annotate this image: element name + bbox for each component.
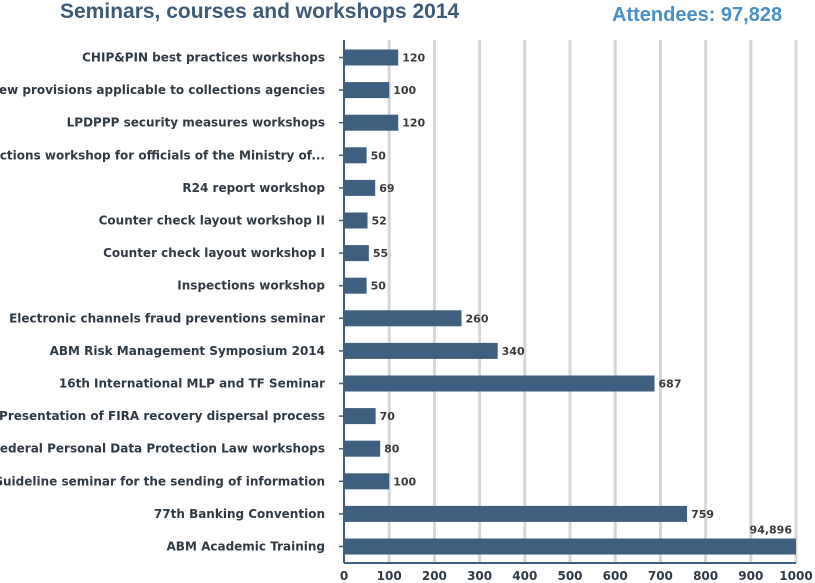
data-label: 759 (691, 508, 714, 521)
bar (344, 114, 399, 131)
bar (344, 408, 376, 425)
category-label: New provisions applicable to collections… (0, 83, 325, 97)
category-label: 16th International MLP and TF Seminar (59, 377, 325, 391)
category-label: CHIP&PIN best practices workshops (82, 51, 325, 65)
chart-title: Seminars, courses and workshops 2014 (60, 0, 460, 23)
bar (344, 505, 688, 522)
category-label: LPDPPP security measures workshops (67, 116, 325, 130)
data-label: 69 (379, 182, 394, 195)
category-label: Counter check layout workshop II (99, 214, 325, 228)
data-label: 50 (371, 149, 387, 162)
x-tick-label: 0 (340, 569, 348, 583)
grid-lines (387, 40, 798, 563)
bar (344, 473, 390, 490)
x-tick-label: 100 (377, 569, 402, 583)
x-tick-label: 800 (693, 569, 718, 583)
data-label: 94,896 (750, 524, 793, 537)
bar (344, 538, 796, 555)
bar (344, 310, 462, 327)
category-label: Electronic channels fraud preventions se… (9, 311, 325, 325)
category-label: Federal Personal Data Protection Law wor… (0, 442, 325, 456)
bar (344, 342, 498, 359)
bar (344, 277, 367, 294)
data-label: 100 (393, 475, 416, 488)
bar (344, 179, 376, 196)
attendees-value: 97,828 (720, 4, 783, 26)
data-label: 52 (372, 215, 387, 228)
data-label: 55 (373, 247, 388, 260)
bars (344, 49, 796, 555)
data-label: 260 (466, 312, 489, 325)
data-label: 70 (380, 410, 396, 423)
bar (344, 375, 655, 392)
x-tick-label: 200 (422, 569, 447, 583)
category-label: Inspections workshop (177, 279, 325, 293)
category-label: R24 report workshop (182, 181, 325, 195)
x-tick-label: 300 (467, 569, 492, 583)
bar (344, 440, 381, 457)
data-label: 687 (659, 378, 682, 391)
bar (344, 147, 367, 164)
data-label: 50 (371, 280, 387, 293)
category-label: Guideline seminar for the sending of inf… (0, 474, 325, 488)
data-label: 120 (402, 117, 425, 130)
bar (344, 49, 399, 66)
axes (339, 40, 796, 564)
attendees-total: Attendees: 97,828 (612, 4, 782, 27)
bar (344, 82, 390, 99)
x-tick-label: 500 (557, 569, 582, 583)
category-label: ABM Risk Management Symposium 2014 (50, 344, 325, 358)
data-label: 100 (393, 84, 416, 97)
data-label: 340 (502, 345, 525, 358)
category-label: 77th Banking Convention (154, 507, 325, 521)
x-tick-label: 1000 (779, 569, 812, 583)
category-label: Inspections workshop for officials of th… (0, 148, 325, 162)
data-label: 80 (384, 443, 400, 456)
category-label: Counter check layout workshop I (103, 246, 325, 260)
x-tick-label: 700 (648, 569, 673, 583)
category-label: ABM Academic Training (167, 540, 325, 554)
data-label: 120 (402, 52, 425, 65)
labels: 0 100 200 300 400 500 600 700 800 900 1000 CHIP&PIN… (0, 51, 813, 583)
bar (344, 245, 369, 262)
x-tick-label: 600 (603, 569, 628, 583)
x-tick-label: 900 (738, 569, 763, 583)
attendees-label: Attendees: (612, 4, 716, 26)
x-tick-label: 400 (512, 569, 537, 583)
category-label: Presentation of FIRA recovery dispersal … (0, 409, 325, 423)
bar (344, 212, 368, 229)
